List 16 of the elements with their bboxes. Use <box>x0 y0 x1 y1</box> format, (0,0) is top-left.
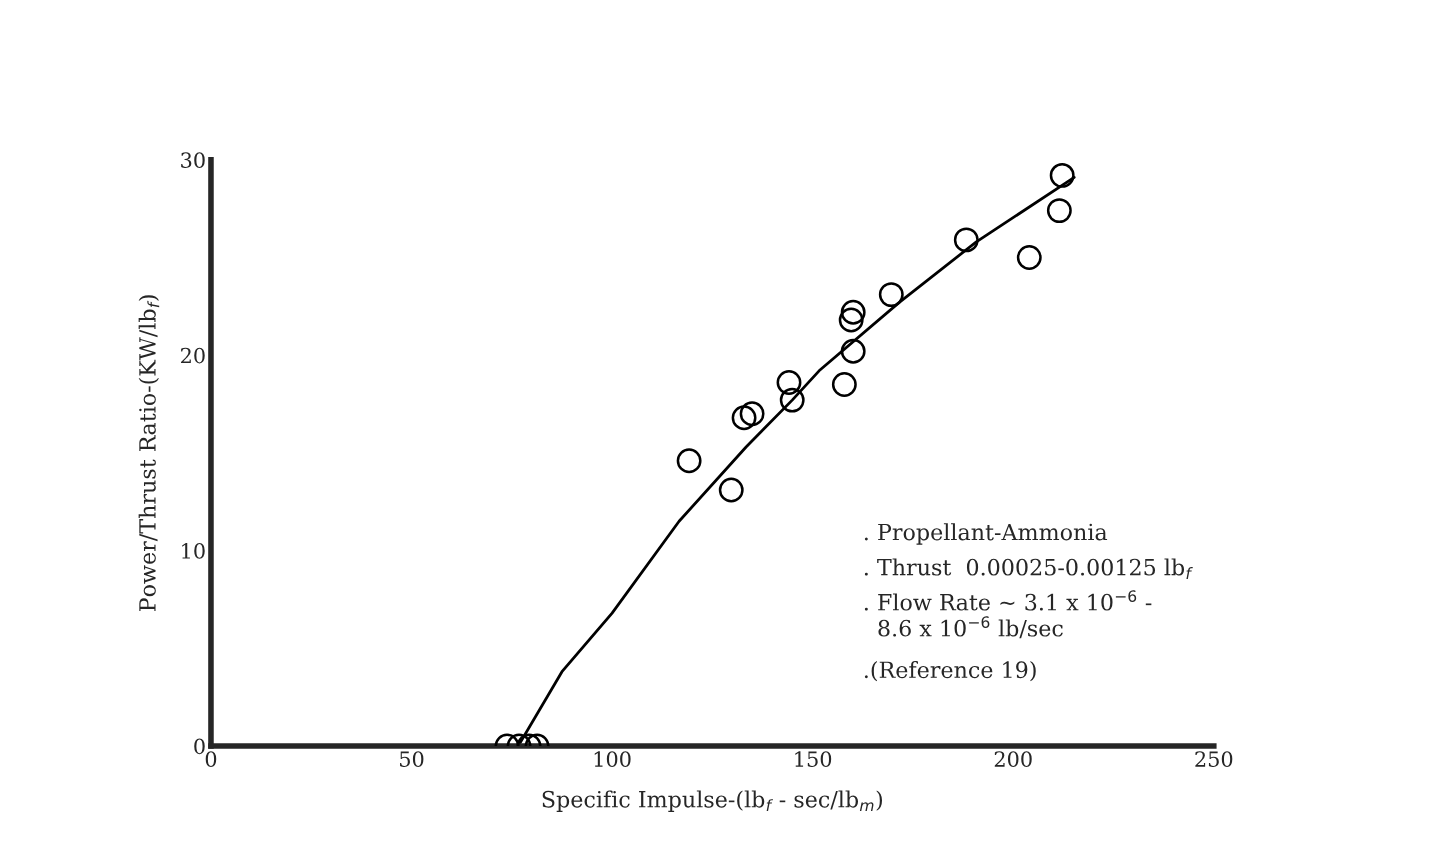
y-tick-label: 10 <box>182 543 205 559</box>
y-tick-label: 30 <box>181 152 205 168</box>
annotation: . Thrust 0.00025-0.00125 lb$_{f}$ <box>864 558 1193 579</box>
annotation: .(Reference 19) <box>864 660 1036 682</box>
text: . Flow Rate ~ 3.1 x 10$^{−6}$ - 8.6 x 10$^{−6}$ lb/sec <box>864 590 1152 639</box>
x-tick-label: 100 <box>594 751 631 767</box>
y-tick-label: 0 <box>194 738 205 755</box>
x-tick-label: 200 <box>994 751 1032 767</box>
y-tick-label: 20 <box>181 347 205 364</box>
x-tick-label: 50 <box>400 751 424 767</box>
x-tick-label: 150 <box>795 751 832 767</box>
x-axis-title: Specific Impulse-(lb$_{f}$ - sec/lb$_{m}$) <box>542 790 883 812</box>
x-tick-label: 250 <box>1195 751 1233 767</box>
x-tick-label: 0 <box>205 751 217 767</box>
annotation: . Propellant-Ammonia <box>864 523 1108 545</box>
y-axis-title: Power/Thrust Ratio-(KW/lb$_{f}$) <box>138 295 160 612</box>
